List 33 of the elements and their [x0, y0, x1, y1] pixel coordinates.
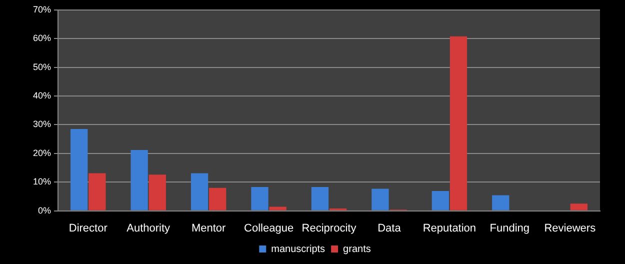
bar: [570, 204, 588, 210]
y-tick-label: 10%: [33, 176, 52, 187]
y-tick-label: 0%: [38, 205, 52, 216]
legend-label: grants: [343, 244, 371, 255]
y-tick-label: 70%: [33, 4, 52, 14]
bar: [372, 188, 389, 210]
bar: [70, 129, 88, 210]
bar: [148, 174, 166, 210]
x-tick-label: Funding: [490, 222, 530, 234]
bar: [209, 188, 226, 210]
x-tick-label: Reciprocity: [302, 222, 357, 234]
x-tick-label: Colleague: [244, 222, 294, 234]
y-tick-label: 50%: [33, 62, 52, 72]
y-tick-label: 20%: [33, 148, 52, 158]
x-tick-label: Authority: [126, 222, 171, 234]
y-tick-label: 60%: [33, 33, 52, 44]
bar: [492, 195, 510, 210]
y-tick-label: 30%: [33, 119, 52, 130]
bar: [432, 191, 449, 210]
bar: [190, 173, 208, 210]
y-tick-label: 40%: [33, 90, 52, 101]
legend-label: manuscripts: [271, 244, 326, 255]
bar: [88, 173, 106, 210]
bar: [450, 36, 468, 210]
x-tick-label: Data: [378, 222, 402, 234]
bar: [311, 186, 329, 210]
x-tick-label: Director: [68, 222, 108, 234]
x-tick-label: Mentor: [191, 222, 226, 234]
bar: [269, 206, 286, 210]
bar: [130, 150, 148, 210]
x-tick-label: Reputation: [422, 222, 476, 234]
bar: [251, 186, 268, 210]
x-tick-label: Reviewers: [544, 222, 596, 234]
